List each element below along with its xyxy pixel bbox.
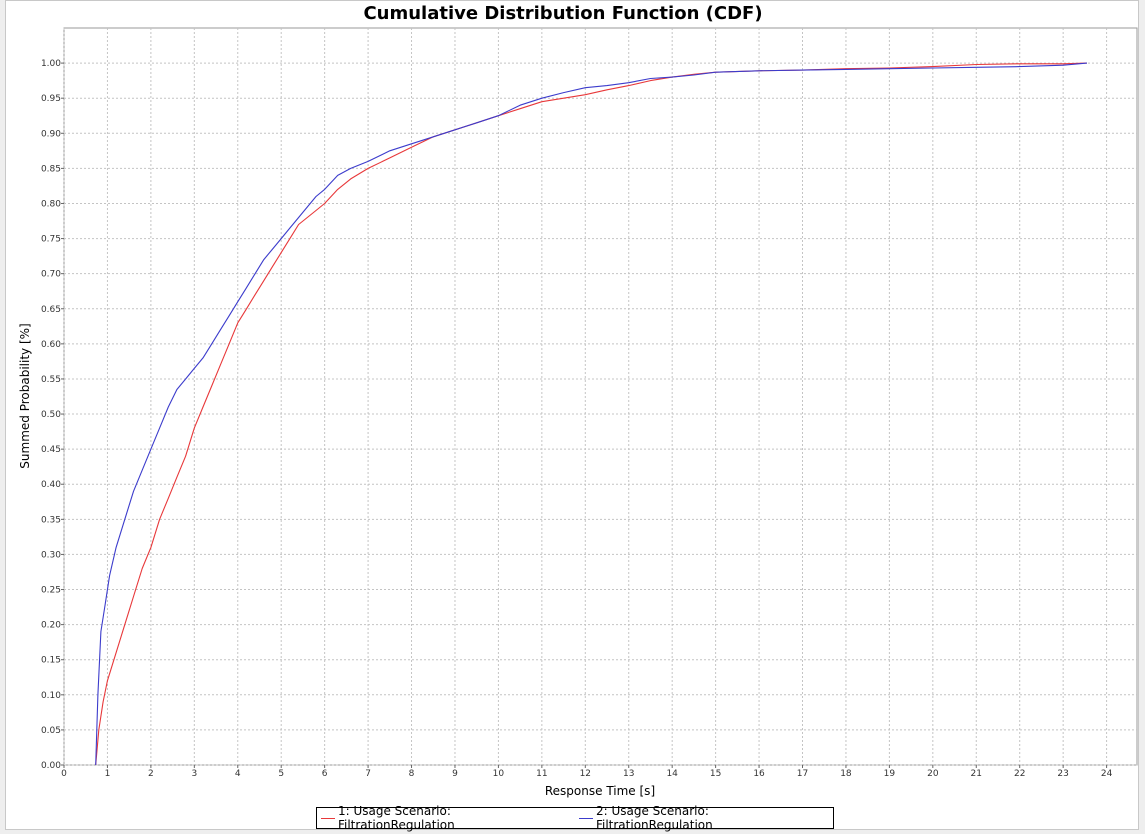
y-tick-label: 0.90 bbox=[41, 129, 61, 139]
y-tick-label: 1.00 bbox=[41, 59, 61, 69]
x-axis: 0 1 2 3 4 5 6 7 8 9 10 11 12 13 14 15 16 17 18 19 20 21 22 23 24 bbox=[61, 765, 1113, 779]
x-tick-label: 16 bbox=[753, 769, 765, 779]
x-tick-label: 7 bbox=[365, 769, 371, 779]
x-tick-label: 1 bbox=[105, 769, 111, 779]
legend-item-series-1: 1: Usage Scenario: FiltrationRegulation bbox=[321, 804, 571, 832]
legend-swatch-series-2 bbox=[579, 817, 593, 819]
y-tick-label: 0.05 bbox=[41, 726, 61, 736]
chart-title: Cumulative Distribution Function (CDF) bbox=[363, 3, 762, 24]
x-tick-label: 5 bbox=[278, 769, 284, 779]
y-axis-label: Summed Probability [%] bbox=[18, 323, 32, 468]
series-line-2 bbox=[95, 62, 1088, 766]
y-axis: 0.00 0.05 0.10 0.15 0.20 0.25 0.30 0.35 0.40 0.45… bbox=[41, 59, 64, 771]
x-tick-label: 11 bbox=[536, 769, 547, 779]
x-tick-label: 13 bbox=[623, 769, 634, 779]
plot-area bbox=[63, 27, 1138, 766]
legend-label-series-1: 1: Usage Scenario: FiltrationRegulation bbox=[337, 804, 455, 832]
series-layer bbox=[95, 62, 1088, 766]
x-tick-label: 22 bbox=[1014, 769, 1025, 779]
y-tick-label: 0.70 bbox=[41, 270, 61, 280]
y-tick-label: 0.85 bbox=[41, 164, 61, 174]
x-tick-label: 23 bbox=[1057, 769, 1068, 779]
y-tick-label: 0.55 bbox=[41, 375, 61, 385]
x-tick-label: 19 bbox=[884, 769, 896, 779]
x-tick-label: 3 bbox=[191, 769, 197, 779]
x-axis-label: Response Time [s] bbox=[545, 784, 655, 798]
grid-lines bbox=[63, 28, 1137, 766]
x-tick-label: 12 bbox=[580, 769, 591, 779]
x-tick-label: 21 bbox=[971, 769, 982, 779]
x-tick-label: 9 bbox=[452, 769, 458, 779]
x-tick-label: 24 bbox=[1101, 769, 1113, 779]
y-tick-label: 0.25 bbox=[41, 586, 61, 596]
y-tick-label: 0.20 bbox=[41, 621, 61, 631]
y-tick-label: 0.45 bbox=[41, 445, 61, 455]
chart-legend: 1: Usage Scenario: FiltrationRegulation … bbox=[316, 804, 834, 832]
x-tick-label: 15 bbox=[710, 769, 721, 779]
x-tick-label: 2 bbox=[148, 769, 154, 779]
y-tick-label: 0.75 bbox=[41, 235, 61, 245]
legend-swatch-series-1 bbox=[321, 817, 335, 819]
x-tick-label: 20 bbox=[927, 769, 939, 779]
x-tick-label: 8 bbox=[409, 769, 415, 779]
y-tick-label: 0.35 bbox=[41, 515, 61, 525]
y-tick-label: 0.50 bbox=[41, 410, 61, 420]
x-tick-label: 17 bbox=[797, 769, 808, 779]
y-tick-label: 0.95 bbox=[41, 94, 61, 104]
y-tick-label: 0.15 bbox=[41, 656, 61, 666]
y-tick-label: 0.00 bbox=[41, 761, 61, 771]
legend-label-series-2: 2: Usage Scenario: FiltrationRegulation bbox=[595, 804, 713, 832]
x-tick-label: 6 bbox=[322, 769, 328, 779]
x-tick-label: 18 bbox=[840, 769, 852, 779]
x-tick-label: 14 bbox=[666, 769, 678, 779]
x-tick-label: 0 bbox=[61, 769, 67, 779]
legend-item-series-2: 2: Usage Scenario: FiltrationRegulation bbox=[579, 804, 829, 832]
x-tick-label: 10 bbox=[493, 769, 505, 779]
y-tick-label: 0.30 bbox=[41, 550, 61, 560]
x-tick-label: 4 bbox=[235, 769, 241, 779]
y-tick-label: 0.65 bbox=[41, 305, 61, 315]
y-tick-label: 0.10 bbox=[41, 691, 61, 701]
y-tick-label: 0.40 bbox=[41, 480, 61, 490]
y-tick-label: 0.80 bbox=[41, 199, 61, 209]
y-tick-label: 0.60 bbox=[41, 340, 61, 350]
